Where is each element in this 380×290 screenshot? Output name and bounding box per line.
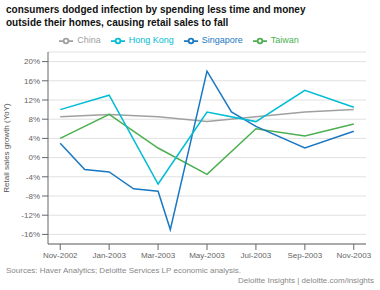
svg-text:4%: 4% xyxy=(28,134,40,143)
svg-text:-16%: -16% xyxy=(21,230,40,239)
svg-text:Sep-2003: Sep-2003 xyxy=(287,251,322,260)
svg-text:12%: 12% xyxy=(24,96,40,105)
html-text:Singapore: Singapore xyxy=(201,35,243,46)
html-text:Hong Kong: Hong Kong xyxy=(128,35,174,46)
svg-text:Nov-2002: Nov-2002 xyxy=(43,251,78,260)
html-text:China: China xyxy=(77,35,101,46)
svg-text:Jan-2003: Jan-2003 xyxy=(92,251,126,260)
html-text:Taiwan: Taiwan xyxy=(270,35,299,46)
html-text:consumers dodged infection by: consumers dodged infection by spending l… xyxy=(6,4,306,15)
html-text:Sources: Haver Analytics; Delo: Sources: Haver Analytics; Deloitte Servi… xyxy=(6,266,242,275)
html-text:outside their homes, causing r: outside their homes, causing retail sale… xyxy=(6,17,229,28)
svg-text:-12%: -12% xyxy=(21,211,40,220)
html-text:Deloitte Insights | deloitte.c: Deloitte Insights | deloitte.com/insight… xyxy=(238,276,374,285)
svg-text:Mar-2003: Mar-2003 xyxy=(141,251,176,260)
svg-text:8%: 8% xyxy=(28,115,40,124)
svg-text:Retail sales growth (YoY): Retail sales growth (YoY) xyxy=(8,103,11,193)
svg-text:-8%: -8% xyxy=(26,192,40,201)
svg-text:-4%: -4% xyxy=(26,173,40,182)
svg-text:0%: 0% xyxy=(28,153,40,162)
svg-text:16%: 16% xyxy=(24,77,40,86)
svg-text:Nov-2003: Nov-2003 xyxy=(336,251,371,260)
svg-text:May-2003: May-2003 xyxy=(189,251,225,260)
svg-text:20%: 20% xyxy=(24,57,40,66)
svg-text:Jul-2003: Jul-2003 xyxy=(241,251,272,260)
